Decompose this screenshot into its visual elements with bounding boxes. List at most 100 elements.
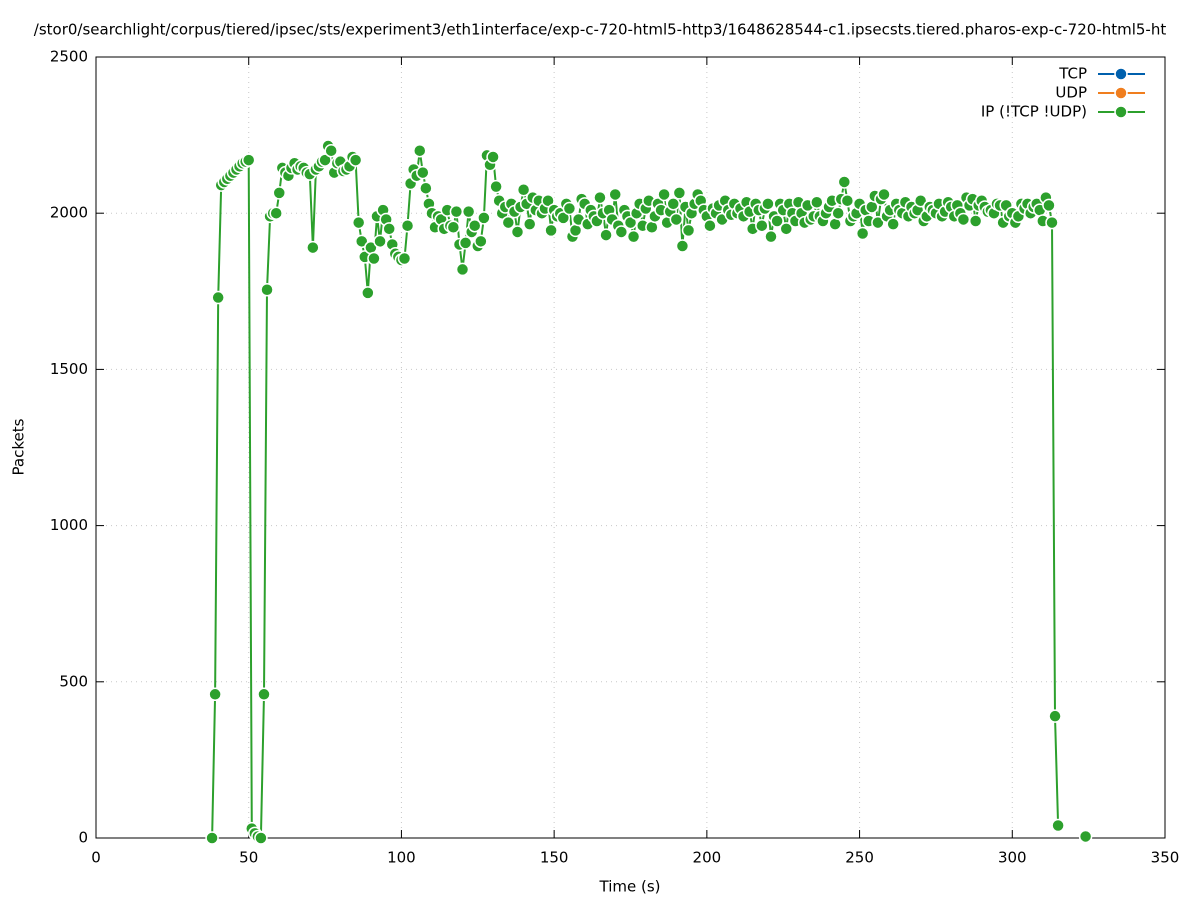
data-point — [855, 226, 870, 241]
data-point — [886, 217, 900, 231]
data-point — [361, 286, 375, 300]
data-point — [205, 831, 219, 845]
data-point — [269, 206, 283, 220]
data-point — [657, 187, 671, 202]
data-point — [761, 197, 775, 211]
data-point — [467, 218, 482, 233]
plot-border — [95, 56, 1166, 839]
data-point — [486, 150, 500, 164]
data-point — [755, 218, 769, 233]
series-line — [212, 146, 1086, 838]
data-point — [501, 215, 516, 230]
data-point — [666, 197, 681, 211]
data-point — [382, 222, 396, 236]
data-point — [419, 181, 433, 195]
data-point — [810, 195, 824, 210]
data-point — [614, 225, 629, 239]
data-point — [779, 222, 794, 236]
data-point — [348, 153, 363, 167]
legend-label: UDP — [1055, 84, 1087, 102]
data-point — [645, 220, 659, 235]
data-point — [828, 217, 842, 231]
y-axis-label: Packets — [10, 418, 28, 475]
data-point — [324, 143, 338, 158]
y-tick-label: 0 — [78, 829, 88, 847]
data-point — [837, 175, 852, 189]
data-point — [608, 187, 622, 202]
data-point — [877, 187, 891, 202]
data-point — [1042, 198, 1056, 213]
y-tick-label: 1000 — [50, 516, 88, 534]
data-point — [840, 193, 855, 208]
data-point — [211, 290, 225, 305]
data-point — [455, 262, 470, 277]
data-point — [367, 251, 381, 266]
x-tick-label: 50 — [239, 849, 258, 867]
chart-title: /stor0/searchlight/corpus/tiered/ipsec/s… — [34, 21, 1167, 39]
data-point — [831, 206, 845, 220]
x-tick-label: 100 — [387, 849, 416, 867]
data-point — [626, 229, 641, 244]
data-point — [449, 204, 464, 219]
legend-label: IP (!TCP !UDP) — [981, 103, 1087, 121]
data-point — [461, 204, 476, 219]
data-point — [669, 212, 684, 227]
data-point — [623, 215, 638, 230]
data-point — [1048, 709, 1062, 723]
x-tick-label: 200 — [693, 849, 722, 867]
data-point — [510, 225, 525, 239]
data-point — [257, 687, 271, 702]
legend-marker — [1114, 67, 1128, 81]
data-point — [458, 236, 473, 250]
data-point — [913, 193, 928, 208]
data-point — [703, 218, 717, 233]
data-point — [544, 223, 558, 238]
data-point — [400, 218, 415, 233]
legend-label: TCP — [1058, 65, 1087, 83]
x-tick-label: 300 — [998, 849, 1027, 867]
legend-marker — [1114, 86, 1128, 100]
data-point — [1078, 829, 1093, 844]
data-point — [568, 223, 583, 238]
data-point — [562, 201, 577, 216]
data-point — [522, 217, 537, 231]
data-point — [541, 193, 555, 208]
x-tick-label: 250 — [845, 849, 874, 867]
data-point — [489, 179, 503, 194]
data-point — [556, 211, 571, 225]
data-point — [599, 228, 613, 242]
x-tick-label: 150 — [540, 849, 569, 867]
data-point — [681, 223, 696, 238]
data-point — [764, 229, 778, 244]
y-tick-label: 2500 — [50, 48, 88, 66]
data-point — [397, 251, 412, 266]
data-point — [373, 234, 387, 249]
data-point — [208, 687, 222, 702]
data-point — [675, 239, 690, 253]
legend-marker — [1114, 105, 1128, 119]
data-point — [477, 211, 491, 225]
data-point — [446, 220, 461, 235]
data-point — [474, 234, 488, 249]
data-point — [351, 215, 366, 230]
data-point — [413, 143, 427, 158]
data-point — [1045, 215, 1059, 230]
data-point — [354, 234, 369, 249]
data-point — [516, 183, 531, 197]
data-point — [318, 153, 332, 167]
data-point — [306, 240, 320, 255]
x-tick-label: 0 — [91, 849, 101, 867]
data-point — [968, 214, 983, 228]
y-tick-label: 1500 — [50, 360, 88, 378]
x-axis-label: Time (s) — [599, 878, 661, 896]
data-point — [416, 165, 430, 180]
data-point — [770, 214, 784, 228]
data-point — [672, 186, 687, 200]
y-tick-label: 2000 — [50, 204, 88, 222]
data-point — [272, 186, 287, 200]
y-tick-label: 500 — [59, 672, 88, 690]
data-point — [593, 190, 607, 205]
data-point — [241, 153, 256, 167]
data-point — [260, 282, 274, 297]
